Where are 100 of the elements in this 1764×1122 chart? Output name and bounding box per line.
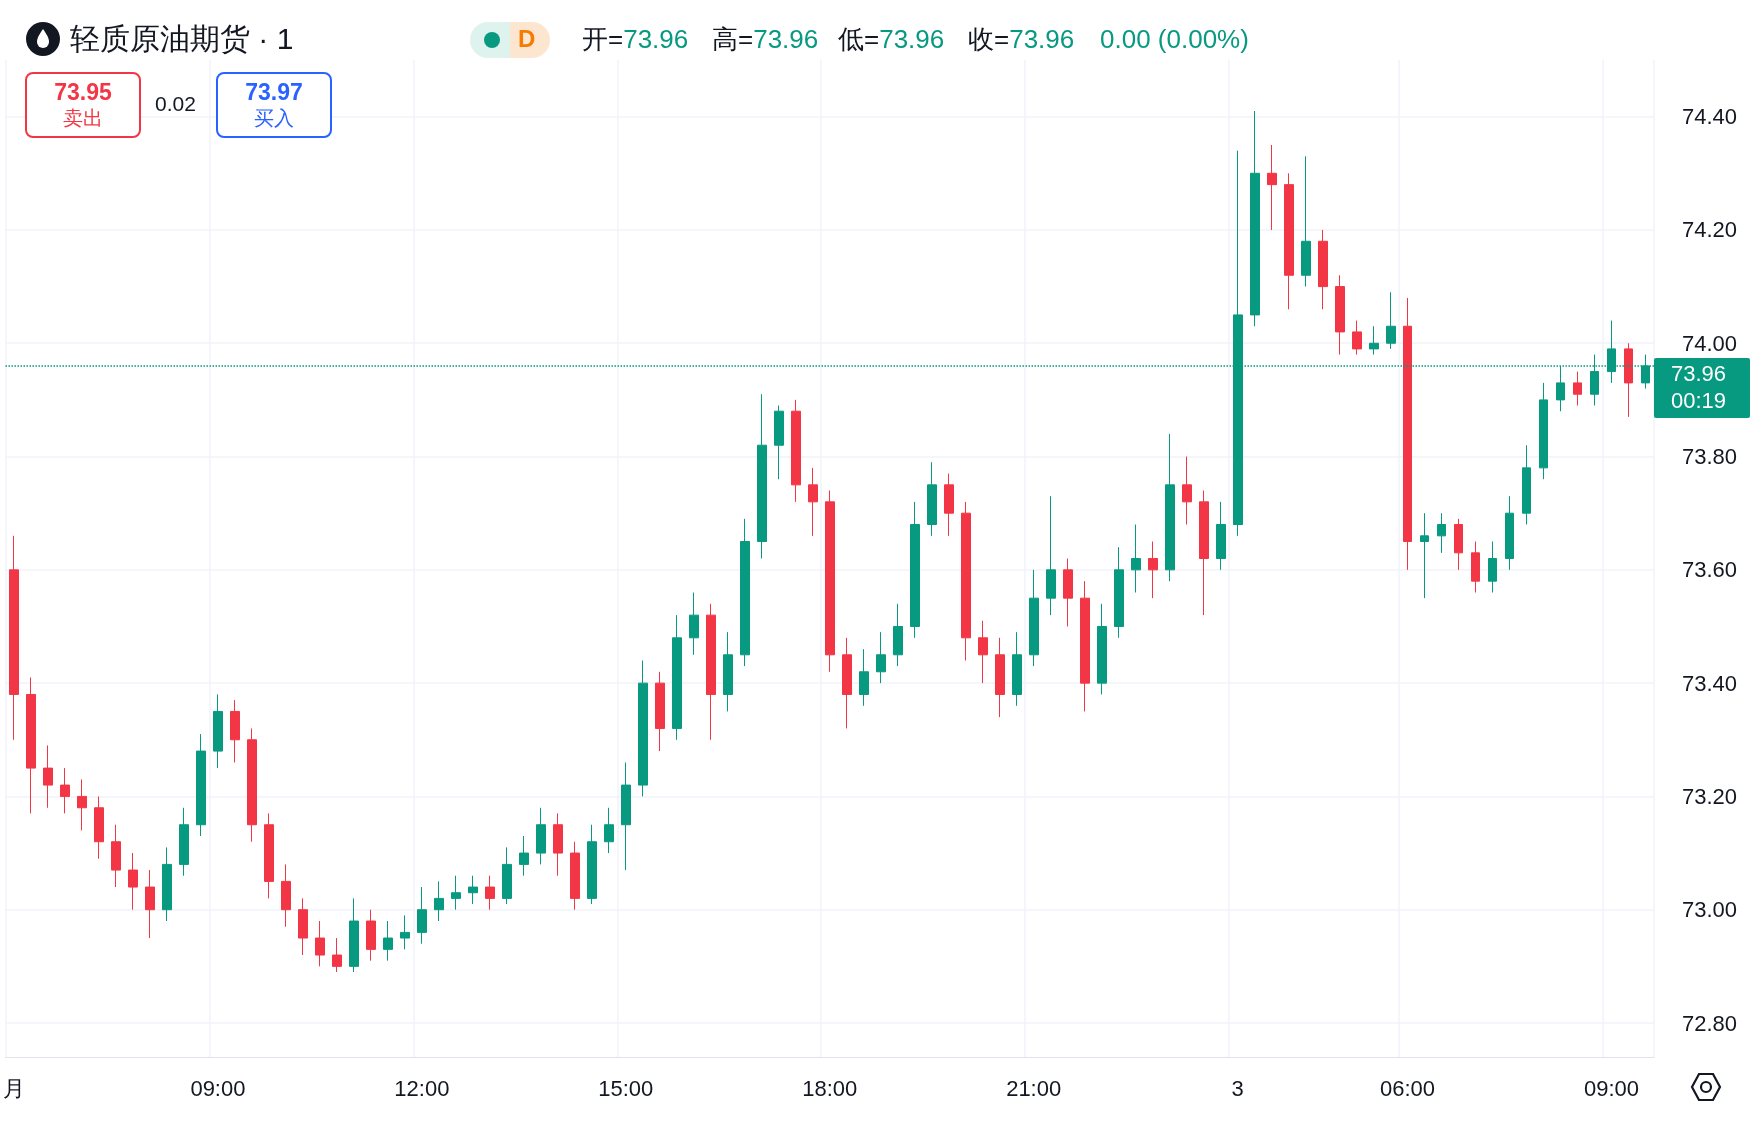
candlestick bbox=[1505, 495, 1514, 571]
annotation: 73.97 bbox=[244, 79, 304, 105]
candlestick bbox=[1318, 229, 1328, 310]
candlestick bbox=[740, 518, 750, 667]
candlestick bbox=[604, 807, 614, 854]
x-tick-label: 09:00 bbox=[1583, 1075, 1640, 1101]
candlestick bbox=[1420, 512, 1429, 599]
candlestick bbox=[417, 886, 427, 945]
x-tick-label: 15:00 bbox=[598, 1075, 654, 1101]
text: D bbox=[518, 24, 536, 54]
x-tick-label: 18:00 bbox=[802, 1075, 858, 1101]
candlestick bbox=[978, 620, 988, 684]
candlestick bbox=[213, 693, 223, 769]
candlestick bbox=[1182, 456, 1192, 526]
candlestick bbox=[1131, 524, 1141, 593]
candlestick bbox=[1301, 155, 1311, 288]
x-tick-label: 3 bbox=[1231, 1075, 1244, 1101]
candlestick bbox=[162, 846, 172, 922]
annotation: 73.95 bbox=[53, 79, 113, 105]
candlestick bbox=[1114, 546, 1124, 639]
candlestick bbox=[128, 852, 138, 911]
candlestick bbox=[808, 467, 818, 537]
candlestick bbox=[468, 875, 478, 905]
candlestick bbox=[1250, 110, 1260, 327]
annotation: 0.02 bbox=[155, 92, 196, 116]
candlestick bbox=[230, 699, 240, 763]
y-tick-label: 73.40 bbox=[1682, 670, 1738, 696]
candlestick bbox=[1046, 495, 1056, 616]
candlestick bbox=[111, 824, 121, 888]
candlestick bbox=[995, 637, 1005, 718]
x-tick-label: 21:00 bbox=[1006, 1075, 1062, 1101]
candlestick bbox=[349, 897, 359, 973]
candlestick bbox=[757, 393, 767, 559]
candlestick bbox=[26, 676, 36, 814]
candlestick bbox=[1454, 518, 1463, 571]
candlestick bbox=[77, 778, 87, 831]
candlestick bbox=[553, 812, 563, 877]
candlestick bbox=[1471, 541, 1480, 593]
candlestick bbox=[893, 603, 903, 667]
candlestick bbox=[94, 795, 104, 860]
y-tick-label: 72.80 bbox=[1682, 1010, 1738, 1036]
y-tick-label: 73.00 bbox=[1682, 897, 1738, 923]
candlestick bbox=[587, 824, 597, 905]
x-tick-label: 12:00 bbox=[394, 1075, 450, 1101]
candlestick bbox=[281, 863, 291, 928]
candlestick bbox=[859, 648, 869, 707]
candlestick bbox=[366, 909, 376, 962]
candlestick bbox=[1352, 320, 1362, 356]
annotation: 买入 bbox=[253, 106, 295, 131]
candlestick bbox=[672, 614, 682, 741]
candlestick bbox=[145, 869, 155, 939]
candlestick bbox=[1437, 512, 1446, 554]
candlestick bbox=[1403, 297, 1412, 571]
candlestick bbox=[1335, 274, 1345, 356]
candlestick bbox=[451, 875, 461, 911]
candlestick bbox=[60, 767, 70, 814]
candlestick bbox=[621, 761, 631, 871]
candlestick bbox=[1029, 569, 1039, 667]
candlestick bbox=[1539, 382, 1548, 480]
candlestick bbox=[1216, 501, 1226, 571]
candlestick bbox=[1369, 325, 1379, 356]
candlestick bbox=[1063, 558, 1073, 627]
text: 0.00 (0.00%) bbox=[1100, 23, 1249, 56]
candlestick bbox=[961, 501, 971, 661]
candlestick bbox=[1148, 541, 1158, 599]
candlestick bbox=[791, 399, 801, 503]
candlestick bbox=[1097, 603, 1107, 695]
candlestick bbox=[264, 812, 274, 899]
candlestick bbox=[842, 637, 852, 729]
candlestick bbox=[876, 631, 886, 684]
x-tick-label: 月 bbox=[2, 1075, 25, 1101]
y-tick-label: 74.00 bbox=[1682, 330, 1738, 356]
x-tick-label: 06:00 bbox=[1380, 1075, 1436, 1101]
candlestick bbox=[434, 880, 444, 922]
candlestick bbox=[638, 659, 648, 797]
candlestick bbox=[400, 914, 410, 950]
y-tick-label: 74.20 bbox=[1682, 217, 1738, 243]
candlestick bbox=[1080, 580, 1090, 712]
text: 高=73.96 bbox=[712, 23, 819, 56]
candlestick bbox=[706, 603, 716, 741]
y-tick-label: 74.40 bbox=[1682, 104, 1738, 130]
candlestick bbox=[9, 535, 19, 741]
y-tick-label: 73.20 bbox=[1682, 783, 1738, 809]
text: 低=73.96 bbox=[838, 23, 945, 56]
ref-line-label: 73.96 bbox=[1671, 360, 1727, 387]
candlestick bbox=[1267, 144, 1277, 231]
candlestick bbox=[502, 846, 512, 905]
candlestick bbox=[1199, 490, 1209, 616]
candlestick bbox=[536, 807, 546, 865]
candlestick bbox=[1165, 433, 1175, 582]
candlestick bbox=[1012, 631, 1022, 707]
candlestick bbox=[1522, 444, 1531, 526]
candlestick bbox=[196, 733, 206, 837]
candlestick bbox=[247, 727, 257, 843]
x-tick-label: 09:00 bbox=[190, 1075, 246, 1101]
candlestick bbox=[519, 835, 529, 877]
candlestick bbox=[723, 631, 733, 712]
candlestick bbox=[927, 461, 937, 537]
text: 开=73.96 bbox=[582, 23, 689, 56]
candlestick bbox=[1624, 342, 1633, 418]
